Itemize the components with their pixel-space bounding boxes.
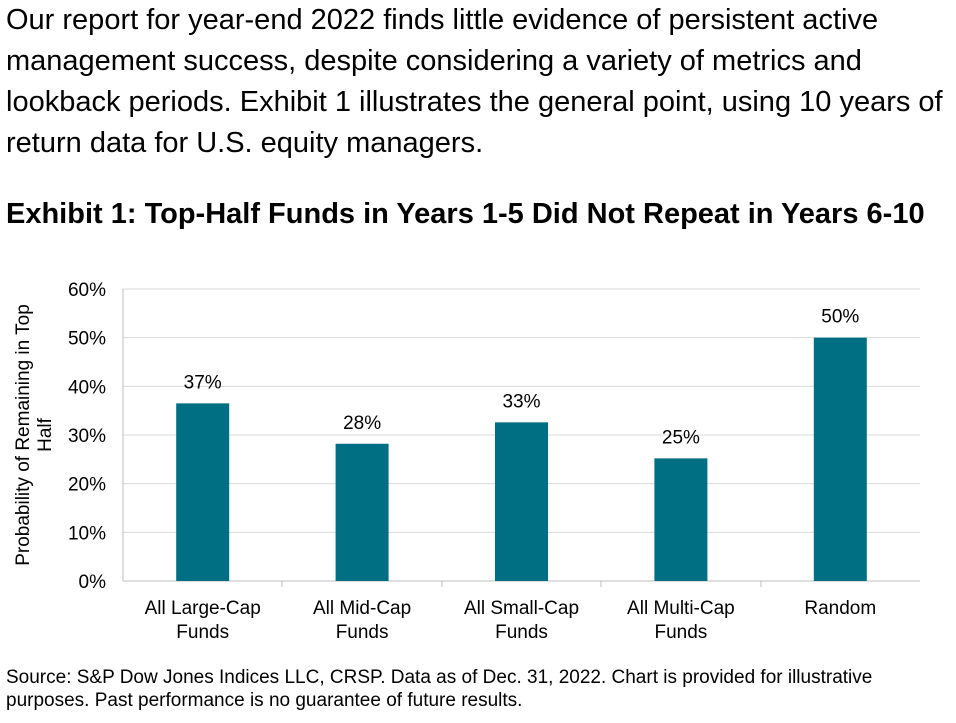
- x-tick-label: All Mid-Cap: [313, 598, 411, 619]
- data-label: 37%: [184, 372, 222, 393]
- y-tick-label: 50%: [68, 329, 106, 350]
- data-label: 28%: [343, 413, 381, 434]
- x-tick-label: Funds: [176, 622, 229, 643]
- intro-paragraph: Our report for year-end 2022 finds littl…: [6, 4, 943, 159]
- x-tick-label: Funds: [495, 622, 548, 643]
- x-tick-label: All Large-Cap: [145, 598, 261, 619]
- x-tick-label: All Small-Cap: [464, 598, 579, 619]
- bar: [335, 443, 389, 581]
- y-tick-label: 20%: [68, 475, 106, 496]
- source-footnote: Source: S&P Dow Jones Indices LLC, CRSP.…: [6, 667, 873, 711]
- bar: [654, 458, 708, 581]
- bar-chart: 0% 10% 20% 30% 40% 50% 60% 37% All Large-Cap Fund…: [13, 280, 920, 643]
- data-label: 33%: [502, 391, 540, 412]
- data-label: 25%: [662, 427, 700, 448]
- x-tick-label: Funds: [654, 622, 707, 643]
- x-tick-label: All Multi-Cap: [627, 598, 735, 619]
- x-tick-label: Random: [804, 598, 876, 619]
- y-tick-label: 10%: [68, 523, 106, 544]
- y-tick-label: 40%: [68, 377, 106, 398]
- x-tick-label: Funds: [336, 622, 389, 643]
- y-tick-label: 60%: [68, 280, 106, 301]
- chart-title: Exhibit 1: Top-Half Funds in Years 1-5 D…: [6, 198, 925, 230]
- y-axis-title: Probability of Remaining in Top: [13, 304, 34, 566]
- bar: [495, 422, 548, 581]
- bar: [176, 403, 230, 581]
- y-axis-title: Half: [35, 417, 56, 452]
- y-tick-label: 30%: [68, 426, 106, 447]
- y-tick-label: 0%: [79, 572, 107, 593]
- data-label: 50%: [821, 307, 859, 328]
- bar: [813, 337, 867, 581]
